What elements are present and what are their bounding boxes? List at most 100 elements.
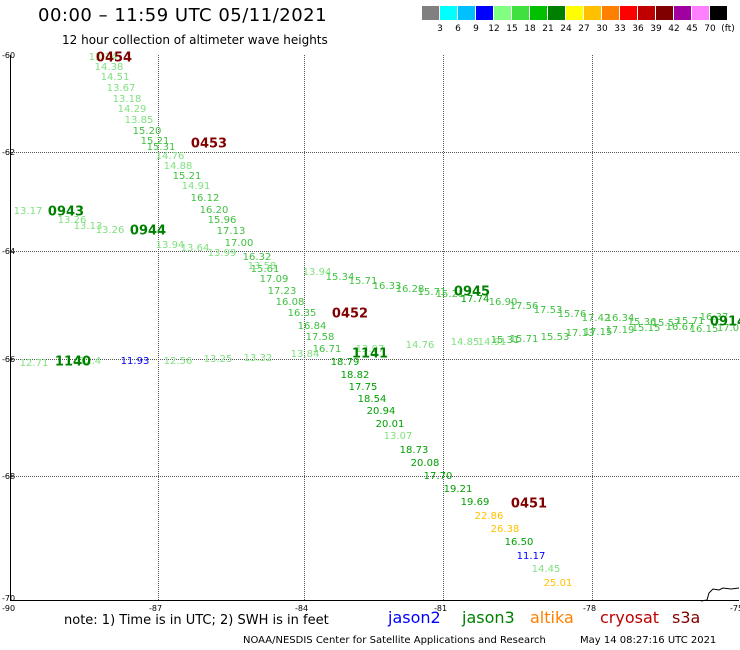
color-scale-label: 18	[524, 24, 536, 34]
color-swatch	[674, 6, 691, 20]
wave-height-value: 15.61	[250, 264, 280, 275]
wave-height-value: 15.71	[509, 334, 539, 345]
wave-height-value: 13.94	[302, 267, 332, 278]
wave-height-value: 15.21	[172, 171, 202, 182]
wave-height-value: 13.99	[207, 248, 237, 259]
wave-height-value: 17.56	[509, 301, 539, 312]
wave-height-value: 15.36	[627, 317, 657, 328]
wave-height-value: 17.13	[565, 328, 595, 339]
wave-height-value: 14.45	[531, 564, 561, 575]
wave-height-value: 18.54	[357, 394, 387, 405]
longitude-gridline	[592, 55, 593, 600]
wave-height-value: 13.13	[73, 221, 103, 232]
wave-height-value: 15.21	[435, 289, 465, 300]
color-swatch	[440, 6, 457, 20]
color-swatch	[566, 6, 583, 20]
pass-time-label: 0452	[331, 306, 369, 322]
color-scale-label: 3	[437, 24, 443, 34]
longitude-label: -81	[434, 604, 448, 613]
wave-height-value: 16.35	[287, 308, 317, 319]
wave-height-value: 20.01	[375, 419, 405, 430]
pass-time-label: 0945	[453, 284, 491, 300]
longitude-gridline	[158, 55, 159, 600]
color-swatch	[458, 6, 475, 20]
wave-height-value: 14.76	[405, 340, 435, 351]
wave-height-value: 13.26	[95, 225, 125, 236]
wave-height-value: 16.28	[395, 284, 425, 295]
color-scale-label: 42	[668, 24, 680, 34]
wave-height-value: 14.76	[155, 151, 185, 162]
wave-height-value: 13.26	[57, 215, 87, 226]
wave-height-value: 20.94	[366, 406, 396, 417]
wave-height-value: 13.58	[247, 261, 277, 272]
color-scale-label: 45	[686, 24, 698, 34]
color-swatch	[602, 6, 619, 20]
wave-height-value: 15.31	[490, 335, 520, 346]
wave-height-value: 26.38	[490, 524, 520, 535]
latitude-label: -70	[2, 594, 16, 603]
longitude-label: -87	[149, 604, 163, 613]
color-swatch	[476, 6, 493, 20]
color-swatch	[710, 6, 727, 20]
wave-height-value: 13.84	[290, 349, 320, 360]
wave-height-value: 14.91	[181, 181, 211, 192]
pass-time-label: 1140	[54, 354, 92, 370]
wave-height-value: 15.96	[207, 215, 237, 226]
wave-height-value: 15.31	[146, 142, 176, 153]
wave-height-value: 15.71	[675, 316, 705, 327]
color-scale-label: (ft)	[721, 24, 735, 34]
wave-height-value: 13.97	[355, 344, 385, 355]
wave-height-value: 25.01	[543, 578, 573, 589]
pass-time-label: 0944	[129, 223, 167, 239]
wave-height-value: 12.4	[78, 356, 102, 367]
wave-height-value: 15.21	[140, 136, 170, 147]
footer-note: note: 1) Time is in UTC; 2) SWH is in fe…	[64, 613, 329, 628]
color-swatch	[584, 6, 601, 20]
wave-height-value: 16.90	[488, 297, 518, 308]
wave-height-value: 16.12	[190, 193, 220, 204]
latitude-label: -64	[2, 247, 16, 256]
wave-height-value: 17.19	[605, 325, 635, 336]
longitude-gridline	[443, 55, 444, 600]
wave-height-value: 12.71	[19, 358, 49, 369]
wave-height-value: 18.82	[340, 370, 370, 381]
color-swatch	[692, 6, 709, 20]
satellite-legend-jason2: jason2	[388, 608, 441, 627]
wave-height-value: 16.84	[297, 321, 327, 332]
wave-height-value: 19.21	[443, 484, 473, 495]
wave-height-value: 14.38	[94, 62, 124, 73]
wave-height-value: 13.94	[155, 240, 185, 251]
wave-height-value: 17.23	[267, 286, 297, 297]
wave-height-value: 22.86	[474, 511, 504, 522]
wave-height-value: 11.17	[516, 551, 546, 562]
coastline-shape	[701, 587, 740, 602]
wave-height-value: 17.58	[305, 332, 335, 343]
color-scale-label: 33	[614, 24, 626, 34]
wave-height-value: 16.67	[665, 322, 695, 333]
wave-height-value: 17.00	[224, 238, 254, 249]
wave-height-value: 16.71	[312, 344, 342, 355]
wave-height-value: 16.20	[199, 205, 229, 216]
latitude-gridline	[11, 152, 739, 153]
wave-height-value: 15.53	[540, 332, 570, 343]
map-area	[10, 55, 740, 602]
wave-height-value: 16.37	[699, 312, 729, 323]
color-swatch	[638, 6, 655, 20]
longitude-label: -78	[583, 604, 597, 613]
wave-height-value: 13.64	[180, 243, 210, 254]
color-scale-label: 24	[560, 24, 572, 34]
wave-height-value: 14.88	[163, 161, 193, 172]
color-swatch	[656, 6, 673, 20]
wave-height-value: 16.34	[605, 313, 635, 324]
wave-height-value: 14.51	[100, 72, 130, 83]
color-scale-label: 6	[455, 24, 461, 34]
wave-height-value: 11.93	[120, 356, 150, 367]
color-scale-label: 15	[506, 24, 518, 34]
wave-height-value: 17.53	[533, 305, 563, 316]
wave-height-value: 15.71	[417, 287, 447, 298]
credit-line: NOAA/NESDIS Center for Satellite Applica…	[243, 635, 546, 646]
color-scale-label: 21	[542, 24, 554, 34]
pass-time-label: 0451	[510, 496, 548, 512]
wave-height-value: 13.25	[203, 354, 233, 365]
map-title: 00:00 – 11:59 UTC 05/11/2021	[38, 5, 328, 26]
